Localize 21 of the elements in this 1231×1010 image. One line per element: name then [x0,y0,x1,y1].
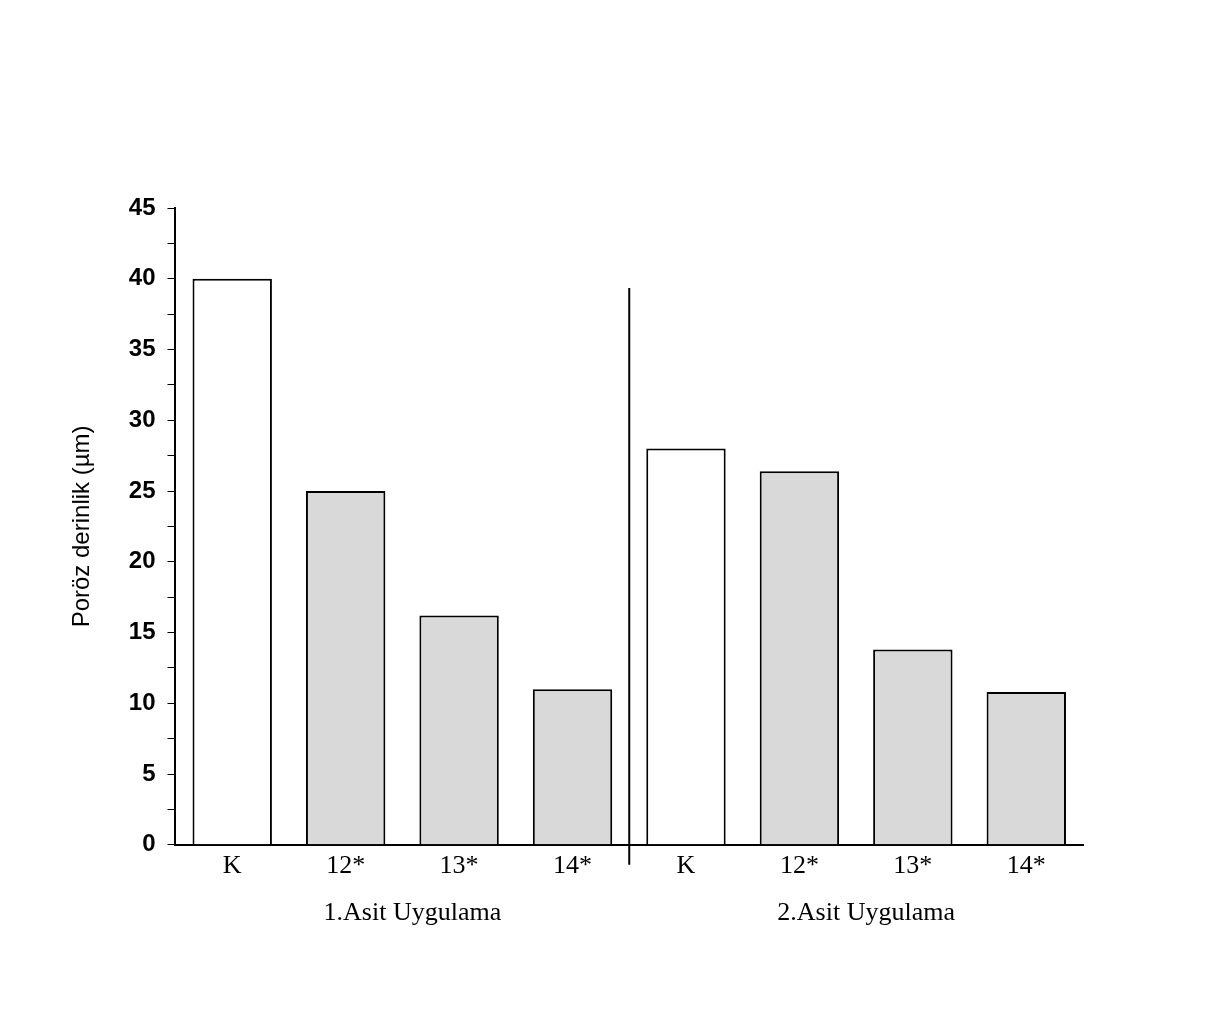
y-tick-label: 15 [128,617,156,645]
x-tick-label: 14* [553,850,593,880]
x-tick-label: 13* [439,850,479,880]
y-tick-label: 0 [142,829,156,857]
x-tick-label: K [676,850,696,880]
y-axis-title: Poröz derinlik (µm) [67,425,95,628]
y-tick-label: 40 [128,263,156,291]
y-tick-label: 30 [128,404,156,432]
text: 2.Asit Uygulama [777,896,956,926]
y-tick-label: 5 [142,758,156,786]
y-tick-label: 25 [128,475,156,503]
x-tick-label: 14* [1006,850,1046,880]
y-tick-label: 35 [128,334,156,362]
y-tick-label: 45 [128,192,156,220]
x-tick-label: K [222,850,242,880]
y-tick-label: 10 [128,687,156,715]
x-tick-label: 13* [893,850,933,880]
x-tick-label: 12* [779,850,819,880]
x-tick-label: 12* [326,850,366,880]
text: 1.Asit Uygulama [323,896,502,926]
y-tick-label: 20 [128,546,156,574]
